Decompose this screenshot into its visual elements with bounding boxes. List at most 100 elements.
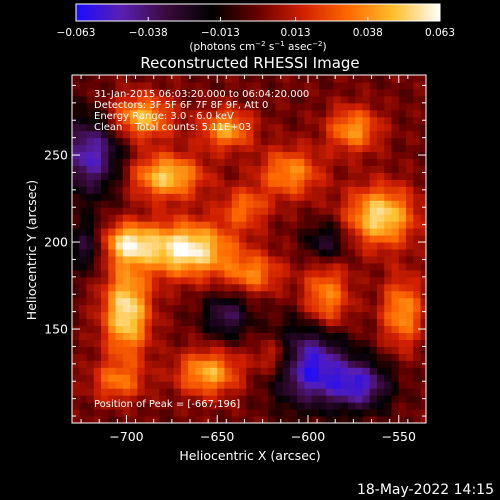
heatmap-cell [122,381,131,389]
heatmap-cell [384,353,393,361]
heatmap-cell [318,249,327,257]
heatmap-cell [369,109,378,118]
heatmap-cell [86,318,95,327]
heatmap-cell [180,151,189,160]
heatmap-cell [188,235,196,243]
heatmap-cell [268,200,276,208]
heatmap-cell [384,332,393,340]
heatmap-cell [391,311,400,320]
heatmap-cell [311,297,320,306]
heatmap-cell [188,137,196,146]
annotation-time-range: 31-Jan-2015 06:03:20.000 to 06:04:20.000 [94,89,309,100]
heatmap-cell [122,207,131,215]
heatmap-cell [318,262,327,271]
heatmap-cell [137,269,146,278]
heatmap-cell [282,102,291,111]
colorbar-unit-label: (photons cm−2 s−1 asec−2) [189,40,326,53]
heatmap-cell [253,137,262,146]
heatmap-cell [289,255,298,264]
heatmap-cell [144,165,153,173]
heatmap-cell [398,207,407,215]
heatmap-cell [282,137,291,146]
heatmap-cell [289,242,298,250]
heatmap-cell [282,158,291,166]
heatmap-cell [289,214,298,222]
heatmap-cell [260,228,269,236]
heatmap-cell [151,123,160,132]
heatmap-cell [180,269,189,278]
heatmap-cell [217,130,225,139]
heatmap-cell [239,402,247,410]
heatmap-cell [72,172,80,180]
heatmap-cell [413,367,422,375]
heatmap-cell [384,186,393,194]
heatmap-cell [340,242,349,250]
heatmap-cell [406,116,414,125]
heatmap-cell [224,88,233,97]
heatmap-cell [333,409,342,417]
heatmap-cell [159,283,167,292]
heatmap-cell [180,416,189,423]
heatmap-cell [398,374,407,382]
heatmap-cell [195,353,204,361]
heatmap-cell [376,123,385,132]
heatmap-cell [268,88,276,97]
heatmap-cell [362,137,371,146]
heatmap-cell [224,409,233,417]
heatmap-cell [311,249,320,257]
heatmap-cell [304,172,313,180]
heatmap-cell [246,165,255,173]
heatmap-cell [420,388,426,396]
heatmap-cell [151,353,160,361]
heatmap-cell [420,200,426,208]
heatmap-cell [93,81,102,90]
heatmap-cell [93,332,102,340]
heatmap-cell [72,242,80,250]
heatmap-cell [362,207,371,215]
heatmap-cell [406,200,414,208]
heatmap-cell [86,283,95,292]
heatmap-cell [362,186,371,194]
heatmap-cell [333,193,342,201]
heatmap-cell [253,402,262,410]
heatmap-cell [166,402,175,410]
heatmap-cell [246,151,255,160]
heatmap-cell [318,200,327,208]
heatmap-cell [289,249,298,257]
heatmap-cell [340,88,349,97]
heatmap-cell [239,200,247,208]
heatmap-cell [340,339,349,347]
heatmap-cell [180,81,189,90]
heatmap-cell [202,109,211,118]
heatmap-cell [376,297,385,306]
heatmap-cell [101,144,109,153]
heatmap-cell [384,130,393,139]
heatmap-cell [180,207,189,215]
heatmap-cell [297,221,305,229]
heatmap-cell [333,95,342,104]
heatmap-cell [406,144,414,153]
heatmap-cell [173,116,182,125]
heatmap-cell [180,276,189,285]
heatmap-cell [253,269,262,278]
heatmap-cell [326,360,334,368]
heatmap-cell [406,269,414,278]
heatmap-cell [413,269,422,278]
heatmap-cell [72,249,80,257]
heatmap-cell [253,409,262,417]
heatmap-cell [260,165,269,173]
heatmap-cell [144,262,153,271]
heatmap-cell [275,381,284,389]
heatmap-cell [72,374,80,382]
x-tick-label: −550 [382,429,416,444]
heatmap-cell [406,360,414,368]
heatmap-cell [326,130,334,139]
heatmap-cell [406,402,414,410]
heatmap-cell [420,276,426,285]
heatmap-cell [384,249,393,257]
heatmap-cell [355,297,363,306]
heatmap-cell [413,318,422,327]
heatmap-cell [369,276,378,285]
heatmap-cell [209,276,218,285]
heatmap-cell [369,381,378,389]
